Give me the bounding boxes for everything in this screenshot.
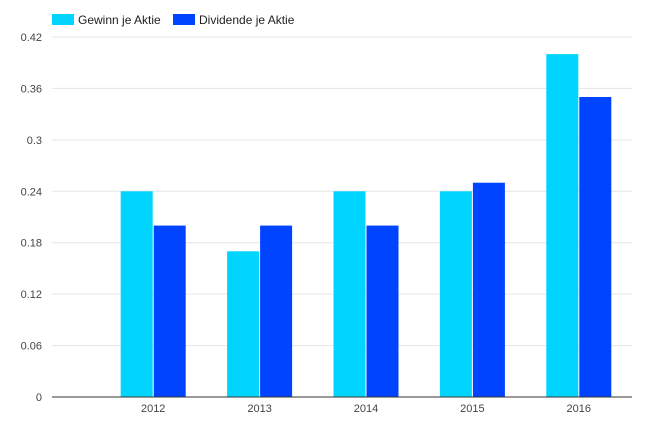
bar-dividende-2016	[579, 97, 612, 397]
x-tick-label: 2012	[141, 403, 165, 415]
y-tick-label: 0.36	[21, 83, 42, 95]
y-tick-label: 0.12	[21, 289, 42, 301]
bar-dividende-2012	[153, 225, 186, 397]
y-tick-label: 0.18	[21, 238, 42, 250]
y-tick-label: 0.06	[21, 341, 42, 353]
y-axis-ticks: 0 0.06 0.12 0.18 0.24 0.3 0.36 0.42	[21, 32, 42, 404]
y-tick-label: 0.42	[21, 32, 42, 44]
legend-swatch	[173, 14, 195, 25]
bar-gewinn-2015	[439, 191, 472, 397]
legend-label: Gewinn je Aktie	[78, 13, 161, 27]
bar-dividende-2013	[260, 225, 293, 397]
bar-dividende-2015	[472, 182, 505, 397]
y-tick-label: 0.24	[21, 186, 42, 198]
legend-swatch	[52, 14, 74, 25]
bar-gewinn-2012	[120, 191, 153, 397]
bars	[120, 54, 612, 398]
legend-label: Dividende je Aktie	[199, 13, 295, 27]
bar-gewinn-2016	[546, 54, 579, 398]
legend: Gewinn je Aktie Dividende je Aktie	[52, 13, 295, 27]
x-tick-label: 2013	[247, 403, 271, 415]
bar-gewinn-2013	[227, 251, 260, 397]
y-tick-label: 0	[36, 392, 42, 404]
x-tick-label: 2015	[460, 403, 484, 415]
x-axis-ticks: 2012 2013 2014 2015 2016	[141, 403, 591, 415]
x-tick-label: 2016	[567, 403, 591, 415]
bar-dividende-2014	[366, 225, 399, 397]
y-tick-label: 0.3	[27, 135, 42, 147]
x-tick-label: 2014	[354, 403, 378, 415]
bar-gewinn-2014	[333, 191, 366, 397]
